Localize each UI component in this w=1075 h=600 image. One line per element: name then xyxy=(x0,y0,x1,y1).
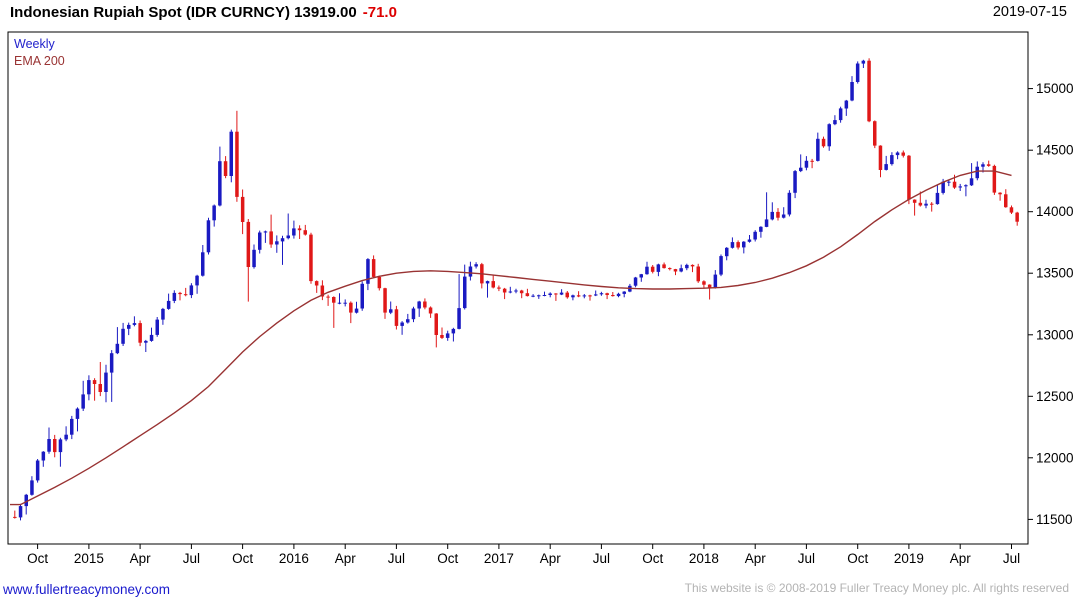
ema-line xyxy=(10,170,1012,506)
x-tick-label: Jul xyxy=(798,551,815,566)
candles-layer xyxy=(13,58,1019,521)
x-tick-label: Oct xyxy=(27,551,48,566)
x-tick-label: Apr xyxy=(335,551,357,566)
y-tick-label: 12500 xyxy=(1036,389,1074,404)
x-tick-label: Oct xyxy=(437,551,458,566)
y-tick-label: 14500 xyxy=(1036,143,1074,158)
y-tick-label: 12000 xyxy=(1036,450,1074,465)
price-change: -71.0 xyxy=(362,4,397,21)
x-tick-label: Oct xyxy=(847,551,868,566)
chart-header: Indonesian Rupiah Spot (IDR CURNCY) 1391… xyxy=(10,4,1067,21)
x-tick-label: Apr xyxy=(130,551,152,566)
x-tick-label: 2015 xyxy=(74,551,104,566)
plot-frame xyxy=(7,31,1029,545)
x-tick-label: Jul xyxy=(388,551,405,566)
copyright-text: This website is © 2008-2019 Fuller Treac… xyxy=(684,581,1069,595)
y-tick-label: 11500 xyxy=(1036,512,1073,527)
x-tick-label: 2016 xyxy=(279,551,309,566)
chart-date: 2019-07-15 xyxy=(992,4,1067,20)
chart-legend: Weekly EMA 200 xyxy=(14,36,65,70)
instrument-title: Indonesian Rupiah Spot (IDR CURNCY) 1391… xyxy=(10,4,357,21)
x-tick-label: Apr xyxy=(745,551,767,566)
chart-title: Indonesian Rupiah Spot (IDR CURNCY) 1391… xyxy=(10,4,397,21)
y-tick-label: 13500 xyxy=(1036,266,1074,281)
x-tick-label: 2017 xyxy=(484,551,514,566)
x-tick-label: Apr xyxy=(950,551,972,566)
x-tick-label: Jul xyxy=(1003,551,1020,566)
y-tick-label: 13000 xyxy=(1036,327,1074,342)
x-tick-label: Jul xyxy=(593,551,610,566)
x-tick-label: Apr xyxy=(540,551,562,566)
site-link[interactable]: www.fullertreacymoney.com xyxy=(3,582,171,597)
x-tick-label: 2019 xyxy=(894,551,924,566)
legend-weekly-label: Weekly xyxy=(14,37,55,51)
axes: 11500 12000 12500 13000 13500 14000 14500 15000… xyxy=(27,81,1073,566)
y-tick-label: 15000 xyxy=(1036,81,1074,96)
legend-ema-label: EMA 200 xyxy=(14,54,65,68)
x-tick-label: Jul xyxy=(183,551,200,566)
x-tick-label: 2018 xyxy=(689,551,719,566)
x-tick-label: Oct xyxy=(232,551,253,566)
x-tick-label: Oct xyxy=(642,551,663,566)
y-tick-label: 14000 xyxy=(1036,204,1074,219)
